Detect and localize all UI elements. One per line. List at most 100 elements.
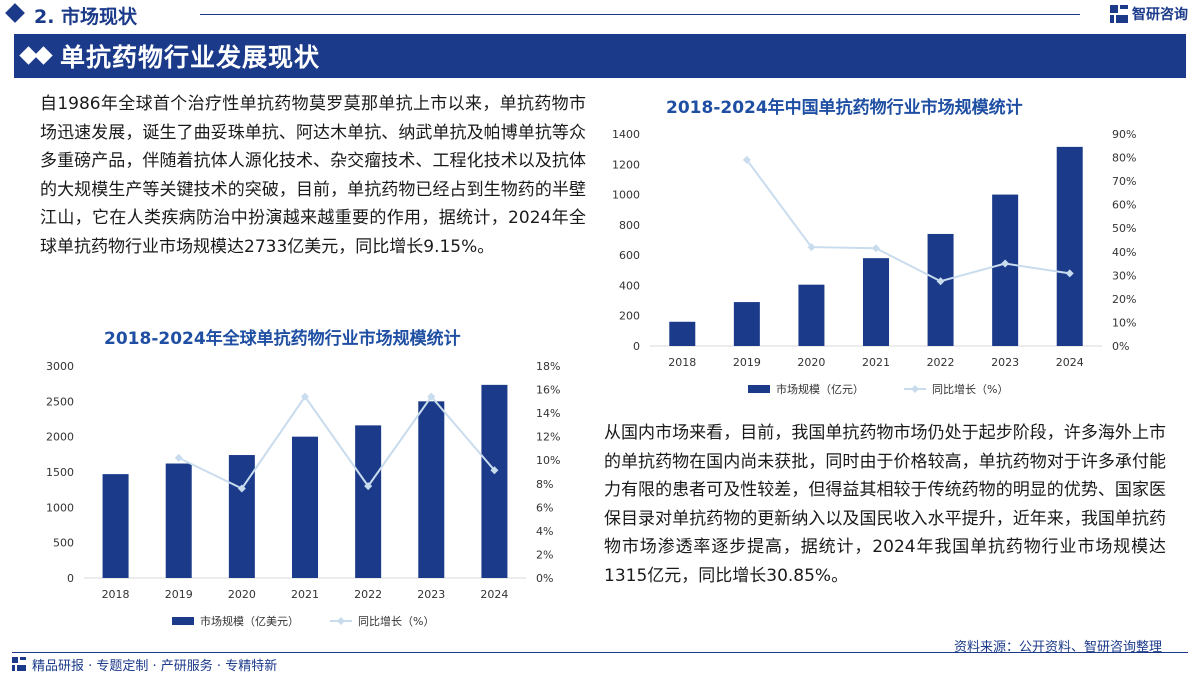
x-tick-label: 2021 [862, 356, 890, 369]
y-left-tick-label: 1400 [612, 128, 640, 141]
y-left-tick-label: 1000 [46, 501, 74, 514]
line-point [872, 244, 880, 253]
line-point [427, 392, 436, 401]
line-point [237, 484, 246, 493]
x-tick-label: 2022 [927, 356, 955, 369]
bar [292, 436, 318, 578]
x-tick-label: 2020 [797, 356, 825, 369]
diamond-icon [5, 3, 25, 23]
y-right-tick-label: 0% [536, 572, 553, 585]
page-banner: 单抗药物行业发展现状 [14, 34, 1186, 78]
y-right-tick-label: 40% [1112, 246, 1136, 259]
page-title: 单抗药物行业发展现状 [60, 43, 321, 72]
y-right-tick-label: 10% [1112, 316, 1136, 329]
y-left-tick-label: 400 [619, 279, 640, 292]
legend-line-marker [337, 617, 345, 625]
double-diamond-icon [14, 34, 60, 78]
legend-line-label: 同比增长（%） [358, 614, 434, 628]
source-note: 资料来源：公开资料、智研咨询整理 [953, 640, 1162, 655]
top-bar: 2. 市场现状 智研咨询 [0, 0, 1200, 32]
bar [1056, 146, 1083, 346]
legend-bar-label: 市场规模（亿元） [776, 382, 864, 396]
y-right-tick-label: 8% [536, 478, 553, 491]
bar [992, 194, 1019, 346]
line-point [742, 155, 751, 164]
growth-line [178, 394, 496, 490]
y-right-tick-label: 80% [1112, 152, 1136, 165]
legend-bar-swatch [748, 385, 770, 393]
y-left-tick-label: 1000 [612, 189, 640, 202]
bar [165, 463, 192, 578]
y-right-tick-label: 6% [536, 501, 553, 514]
china-market-paragraph: 从国内市场来看，目前，我国单抗药物市场仍处于起步阶段，许多海外上市的单抗药物在国… [604, 423, 1166, 586]
legend-line-label: 同比增长（%） [932, 382, 1008, 396]
x-tick-label: 2022 [354, 588, 382, 601]
x-tick-label: 2019 [165, 588, 193, 601]
x-tick-label: 2021 [291, 588, 319, 601]
legend-bar-swatch [172, 617, 194, 625]
y-left-tick-label: 500 [53, 537, 74, 550]
global-market-chart: 0 500 1000 1500 2000 2500 3000 0% 2% 4% 6% 8% 10% 12%… [46, 360, 560, 628]
line-point [1065, 269, 1074, 278]
china-market-chart: 0 200 400 600 800 1000 1200 1400 0% 10% 20% 30% 40% 5… [612, 128, 1136, 396]
global-market-paragraph: 自1986年全球首个治疗性单抗药物莫罗莫那单抗上市以来，单抗药物市场迅速发展，诞… [40, 94, 586, 257]
footer-tagline: 精品研报 · 专题定制 · 产研服务 · 专精特新 [32, 659, 278, 674]
bar [102, 474, 129, 578]
x-tick-label: 2019 [733, 356, 761, 369]
x-tick-label: 2024 [1056, 356, 1084, 369]
bar [863, 258, 889, 346]
logo-icon [1110, 5, 1128, 23]
line-point [936, 277, 945, 286]
logo-text: 智研咨询 [1132, 7, 1188, 23]
logo-icon [12, 657, 26, 671]
y-left-tick-label: 0 [67, 572, 74, 585]
x-tick-label: 2020 [228, 588, 256, 601]
y-right-tick-label: 90% [1112, 128, 1136, 141]
divider [200, 14, 1080, 15]
x-tick-label: 2024 [480, 588, 508, 601]
line-point [807, 243, 816, 252]
x-tick-label: 2023 [417, 588, 445, 601]
legend-line-marker [911, 385, 919, 393]
line-point [301, 392, 309, 401]
bar [733, 302, 760, 346]
y-right-tick-label: 60% [1112, 199, 1136, 212]
bar [355, 425, 382, 578]
china-chart-title: 2018-2024年中国单抗药物行业市场规模统计 [666, 98, 1023, 118]
bar [481, 384, 508, 578]
x-tick-label: 2018 [102, 588, 130, 601]
x-tick-label: 2018 [668, 356, 696, 369]
y-left-tick-label: 800 [619, 219, 640, 232]
y-left-tick-label: 2000 [46, 431, 74, 444]
section-title: 2. 市场现状 [34, 6, 138, 28]
line-point [1001, 259, 1010, 268]
footer-divider [12, 652, 1188, 653]
y-left-tick-label: 3000 [46, 360, 74, 373]
x-tick-label: 2023 [991, 356, 1019, 369]
y-right-tick-label: 16% [536, 384, 560, 397]
y-right-tick-label: 2% [536, 548, 553, 561]
bar [418, 401, 445, 578]
y-left-tick-label: 1500 [46, 466, 74, 479]
logo: 智研咨询 [1110, 4, 1188, 24]
y-right-tick-label: 4% [536, 525, 553, 538]
y-right-tick-label: 10% [536, 454, 560, 467]
line-point [174, 453, 183, 462]
y-right-tick-label: 20% [1112, 293, 1136, 306]
y-right-tick-label: 18% [536, 360, 560, 373]
y-right-tick-label: 14% [536, 407, 560, 420]
y-left-tick-label: 200 [619, 310, 640, 323]
line-point [490, 466, 499, 475]
y-left-tick-label: 0 [633, 340, 640, 353]
y-left-tick-label: 2500 [46, 395, 74, 408]
bar [927, 233, 954, 346]
y-right-tick-label: 0% [1112, 340, 1129, 353]
y-right-tick-label: 30% [1112, 269, 1136, 282]
y-left-tick-label: 1200 [612, 158, 640, 171]
global-chart-title: 2018-2024年全球单抗药物行业市场规模统计 [104, 329, 461, 349]
bar [798, 284, 825, 346]
y-left-tick-label: 600 [619, 249, 640, 262]
y-right-tick-label: 70% [1112, 175, 1136, 188]
legend-bar-label: 市场规模（亿美元） [200, 614, 299, 628]
y-right-tick-label: 50% [1112, 222, 1136, 235]
